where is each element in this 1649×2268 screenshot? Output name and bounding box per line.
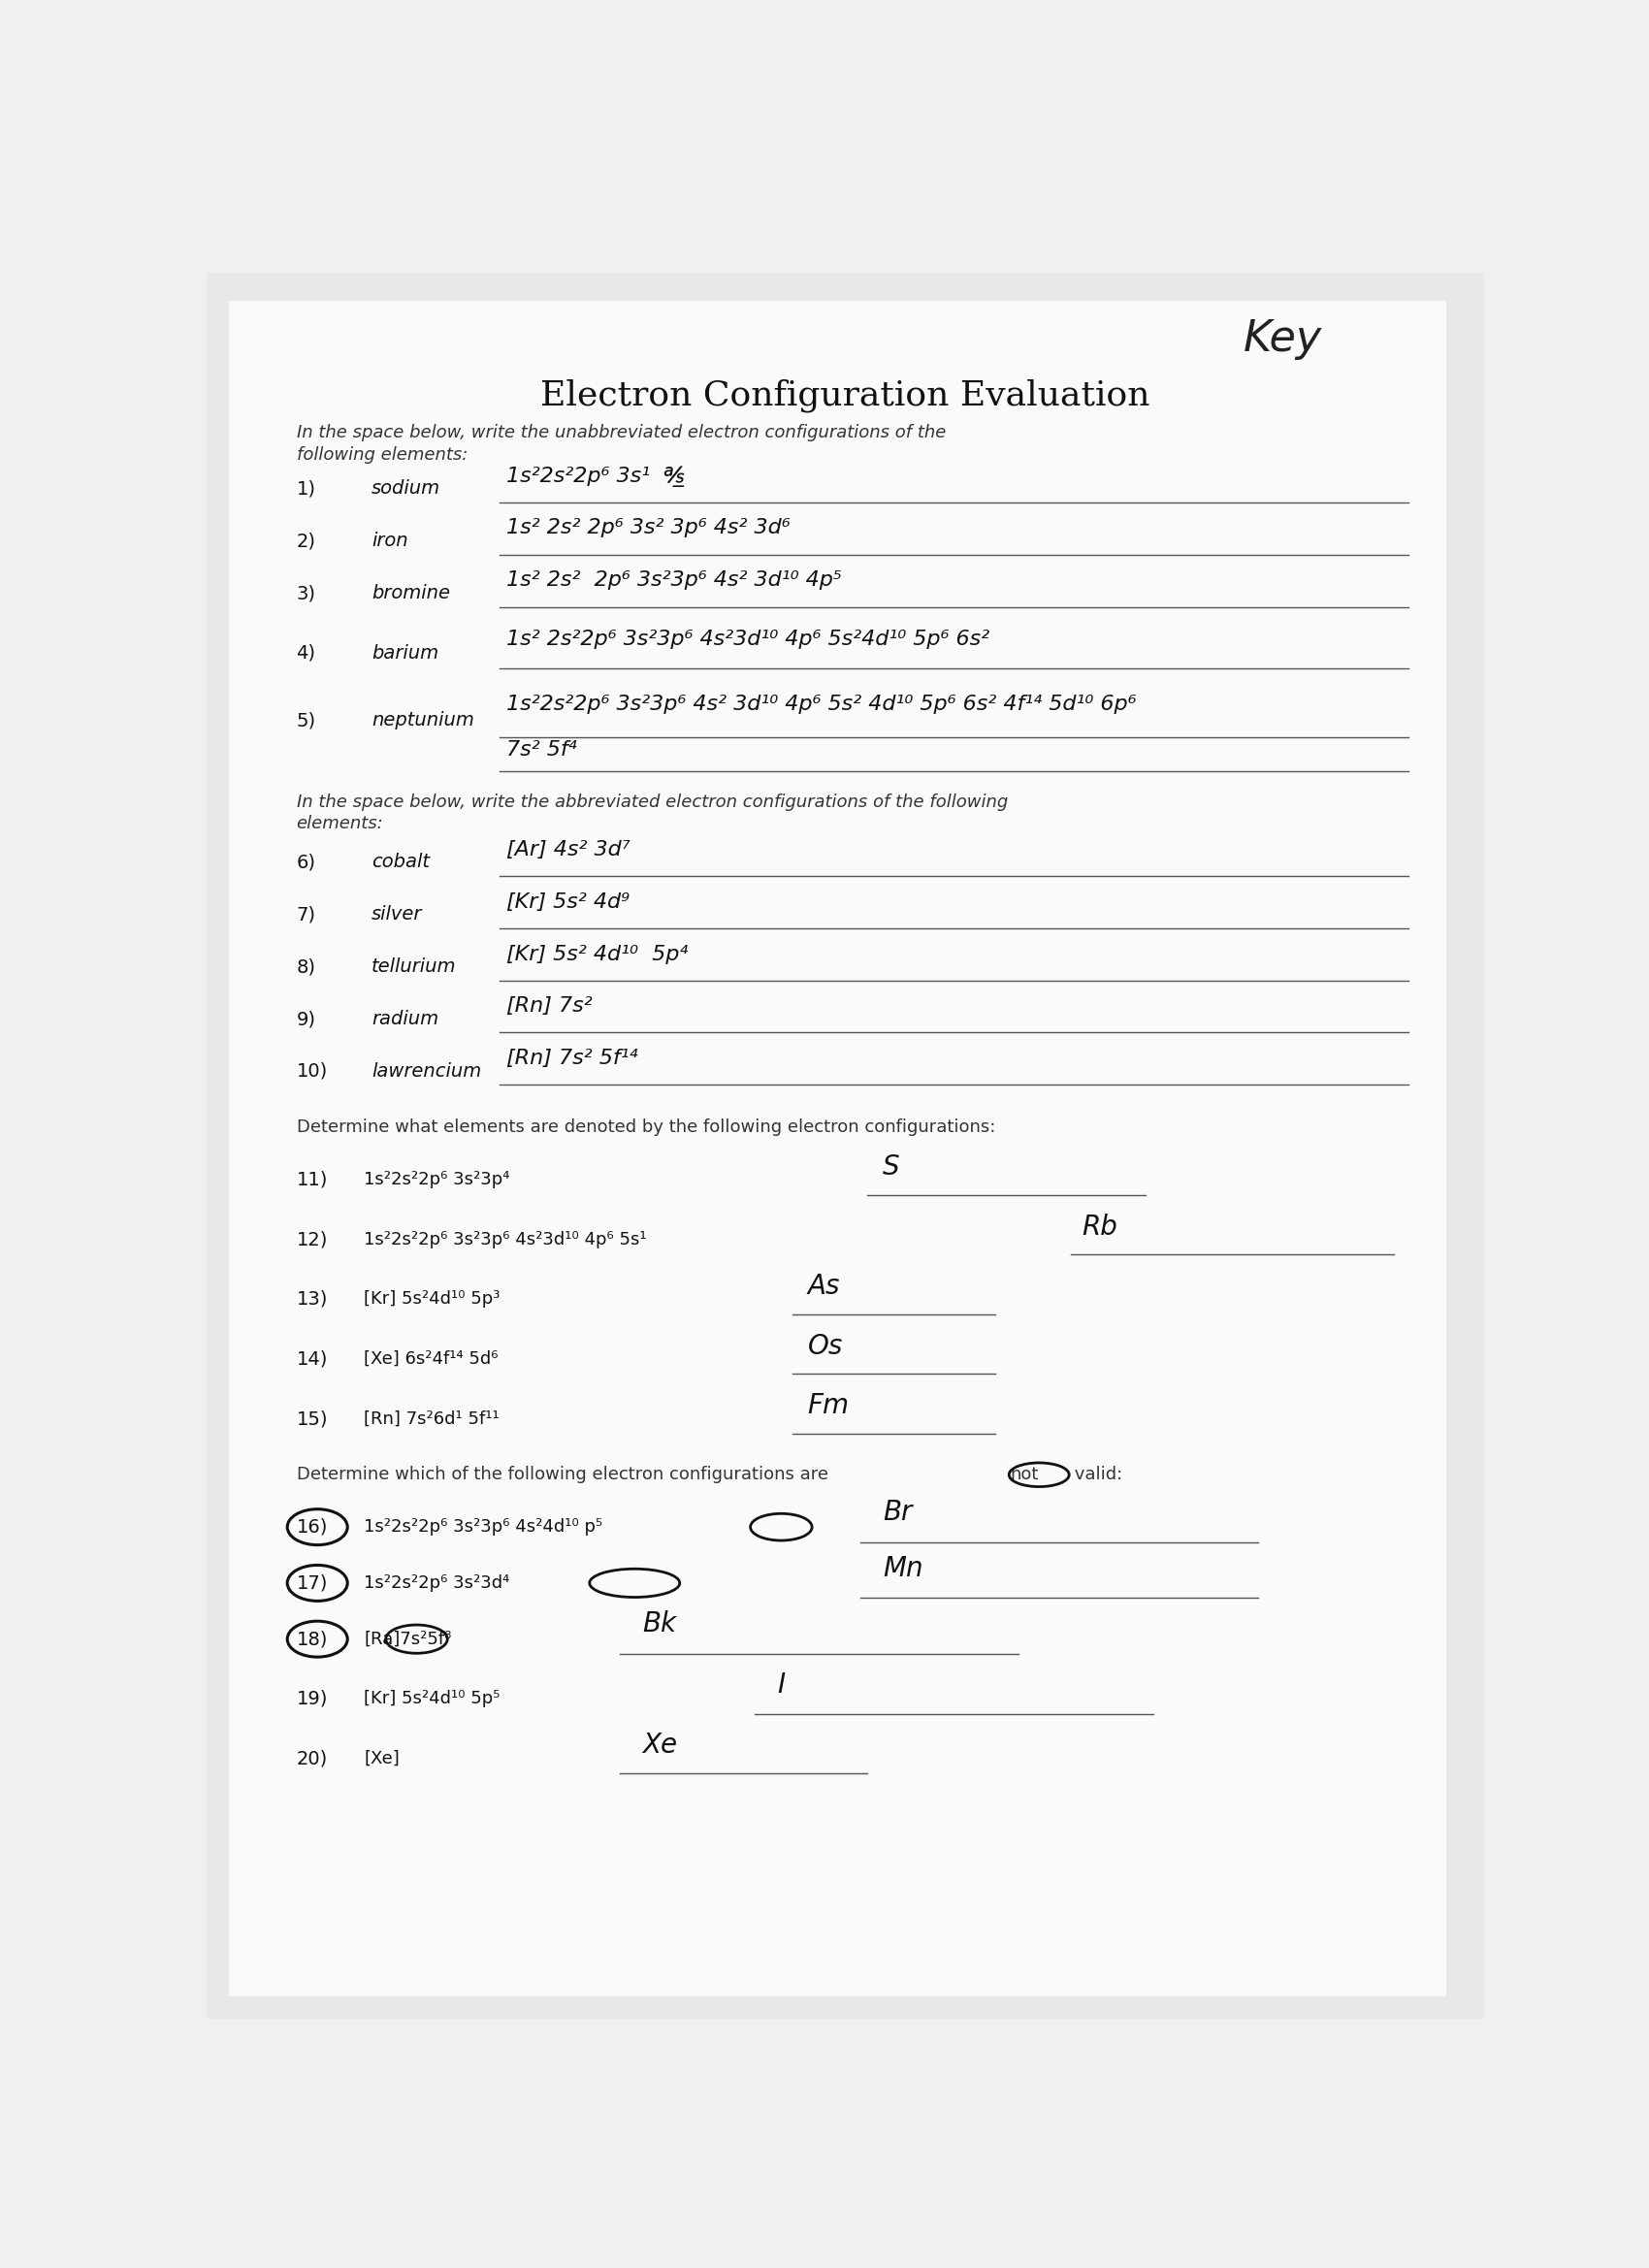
Text: [Kr] 5s² 4d⁹: [Kr] 5s² 4d⁹	[506, 891, 630, 912]
Text: elements:: elements:	[297, 814, 383, 832]
Text: Key: Key	[1243, 318, 1322, 361]
Text: 1s²2s²2p⁶ 3s²3p⁶ 4s² 3d¹⁰ 4p⁶ 5s² 4d¹⁰ 5p⁶ 6s² 4f¹⁴ 5d¹⁰ 6p⁶: 1s²2s²2p⁶ 3s²3p⁶ 4s² 3d¹⁰ 4p⁶ 5s² 4d¹⁰ 5…	[506, 694, 1136, 714]
Text: following elements:: following elements:	[297, 447, 467, 465]
Text: 5): 5)	[297, 712, 317, 730]
Text: 9): 9)	[297, 1009, 315, 1027]
Text: [Kr] 5s² 4d¹⁰  5p⁴: [Kr] 5s² 4d¹⁰ 5p⁴	[506, 943, 689, 964]
Text: Electron Configuration Evaluation: Electron Configuration Evaluation	[541, 379, 1149, 413]
Text: [Rn] 7s²6d¹ 5f¹¹: [Rn] 7s²6d¹ 5f¹¹	[364, 1411, 500, 1427]
Text: 20): 20)	[297, 1749, 328, 1767]
Text: 1s² 2s²  2p⁶ 3s²3p⁶ 4s² 3d¹⁰ 4p⁵: 1s² 2s² 2p⁶ 3s²3p⁶ 4s² 3d¹⁰ 4p⁵	[506, 569, 843, 590]
Text: radium: radium	[371, 1009, 439, 1027]
Text: 15): 15)	[297, 1408, 328, 1429]
Text: I: I	[777, 1672, 785, 1699]
Text: 11): 11)	[297, 1170, 328, 1188]
Text: [Kr] 5s²4d¹⁰ 5p³: [Kr] 5s²4d¹⁰ 5p³	[364, 1290, 500, 1309]
Text: In the space below, write the abbreviated electron configurations of the followi: In the space below, write the abbreviate…	[297, 794, 1008, 812]
Text: 7s² 5f⁴: 7s² 5f⁴	[506, 742, 577, 760]
Text: 6): 6)	[297, 853, 315, 871]
Text: 1s²2s²2p⁶ 3s²3p⁴: 1s²2s²2p⁶ 3s²3p⁴	[364, 1170, 510, 1188]
Text: 10): 10)	[297, 1061, 328, 1080]
Text: 1s²2s²2p⁶ 3s¹  ℁̲: 1s²2s²2p⁶ 3s¹ ℁̲	[506, 465, 686, 488]
Text: Fm: Fm	[808, 1393, 849, 1420]
Text: Determine what elements are denoted by the following electron configurations:: Determine what elements are denoted by t…	[297, 1118, 994, 1136]
Text: 2): 2)	[297, 531, 315, 551]
Text: 3): 3)	[297, 585, 315, 603]
Text: tellurium: tellurium	[371, 957, 457, 975]
Text: 19): 19)	[297, 1690, 328, 1708]
Text: not: not	[1011, 1465, 1039, 1483]
Text: barium: barium	[371, 644, 439, 662]
Text: valid:: valid:	[1069, 1465, 1123, 1483]
Text: lawrencium: lawrencium	[371, 1061, 482, 1080]
Text: 1s² 2s²2p⁶ 3s²3p⁶ 4s²3d¹⁰ 4p⁶ 5s²4d¹⁰ 5p⁶ 6s²: 1s² 2s²2p⁶ 3s²3p⁶ 4s²3d¹⁰ 4p⁶ 5s²4d¹⁰ 5p…	[506, 631, 989, 649]
Text: Rb: Rb	[1082, 1213, 1118, 1241]
Text: cobalt: cobalt	[371, 853, 430, 871]
Text: neptunium: neptunium	[371, 712, 475, 730]
Text: Xe: Xe	[641, 1730, 678, 1758]
Text: 1s² 2s² 2p⁶ 3s² 3p⁶ 4s² 3d⁶: 1s² 2s² 2p⁶ 3s² 3p⁶ 4s² 3d⁶	[506, 517, 790, 538]
FancyBboxPatch shape	[229, 302, 1446, 1996]
Text: Br: Br	[882, 1499, 912, 1526]
Text: 7): 7)	[297, 905, 315, 923]
Text: 1s²2s²2p⁶ 3s²3p⁶ 4s²4d¹⁰ p⁵: 1s²2s²2p⁶ 3s²3p⁶ 4s²4d¹⁰ p⁵	[364, 1517, 604, 1535]
Text: 8): 8)	[297, 957, 315, 975]
Text: bromine: bromine	[371, 585, 450, 603]
Text: S: S	[882, 1154, 900, 1182]
Text: [Kr] 5s²4d¹⁰ 5p⁵: [Kr] 5s²4d¹⁰ 5p⁵	[364, 1690, 500, 1708]
Text: 17): 17)	[297, 1574, 328, 1592]
Text: 1s²2s²2p⁶ 3s²3p⁶ 4s²3d¹⁰ 4p⁶ 5s¹: 1s²2s²2p⁶ 3s²3p⁶ 4s²3d¹⁰ 4p⁶ 5s¹	[364, 1232, 646, 1247]
Text: In the space below, write the unabbreviated electron configurations of the: In the space below, write the unabbrevia…	[297, 424, 945, 442]
Text: iron: iron	[371, 531, 407, 551]
Text: 13): 13)	[297, 1290, 328, 1309]
Text: 1): 1)	[297, 479, 315, 499]
Text: Bk: Bk	[641, 1610, 676, 1637]
Text: 14): 14)	[297, 1349, 328, 1368]
Text: 4): 4)	[297, 644, 315, 662]
Text: 1s²2s²2p⁶ 3s²3d⁴: 1s²2s²2p⁶ 3s²3d⁴	[364, 1574, 510, 1592]
Text: silver: silver	[371, 905, 422, 923]
Text: [Xe]: [Xe]	[364, 1751, 399, 1767]
Text: [Ar] 4s² 3d⁷: [Ar] 4s² 3d⁷	[506, 839, 630, 860]
Text: sodium: sodium	[371, 479, 440, 499]
Text: Mn: Mn	[882, 1554, 923, 1581]
Text: Determine which of the following electron configurations are: Determine which of the following electro…	[297, 1465, 828, 1483]
Text: Os: Os	[808, 1334, 843, 1361]
Text: 16): 16)	[297, 1517, 328, 1535]
Text: 12): 12)	[297, 1229, 328, 1250]
Text: [Ra]7s²5f⁸: [Ra]7s²5f⁸	[364, 1631, 452, 1649]
Text: [Xe] 6s²4f¹⁴ 5d⁶: [Xe] 6s²4f¹⁴ 5d⁶	[364, 1349, 498, 1368]
Text: [Rn] 7s² 5f¹⁴: [Rn] 7s² 5f¹⁴	[506, 1050, 638, 1068]
Text: 18): 18)	[297, 1631, 328, 1649]
Text: As: As	[808, 1272, 839, 1300]
Text: [Rn] 7s²: [Rn] 7s²	[506, 996, 592, 1016]
